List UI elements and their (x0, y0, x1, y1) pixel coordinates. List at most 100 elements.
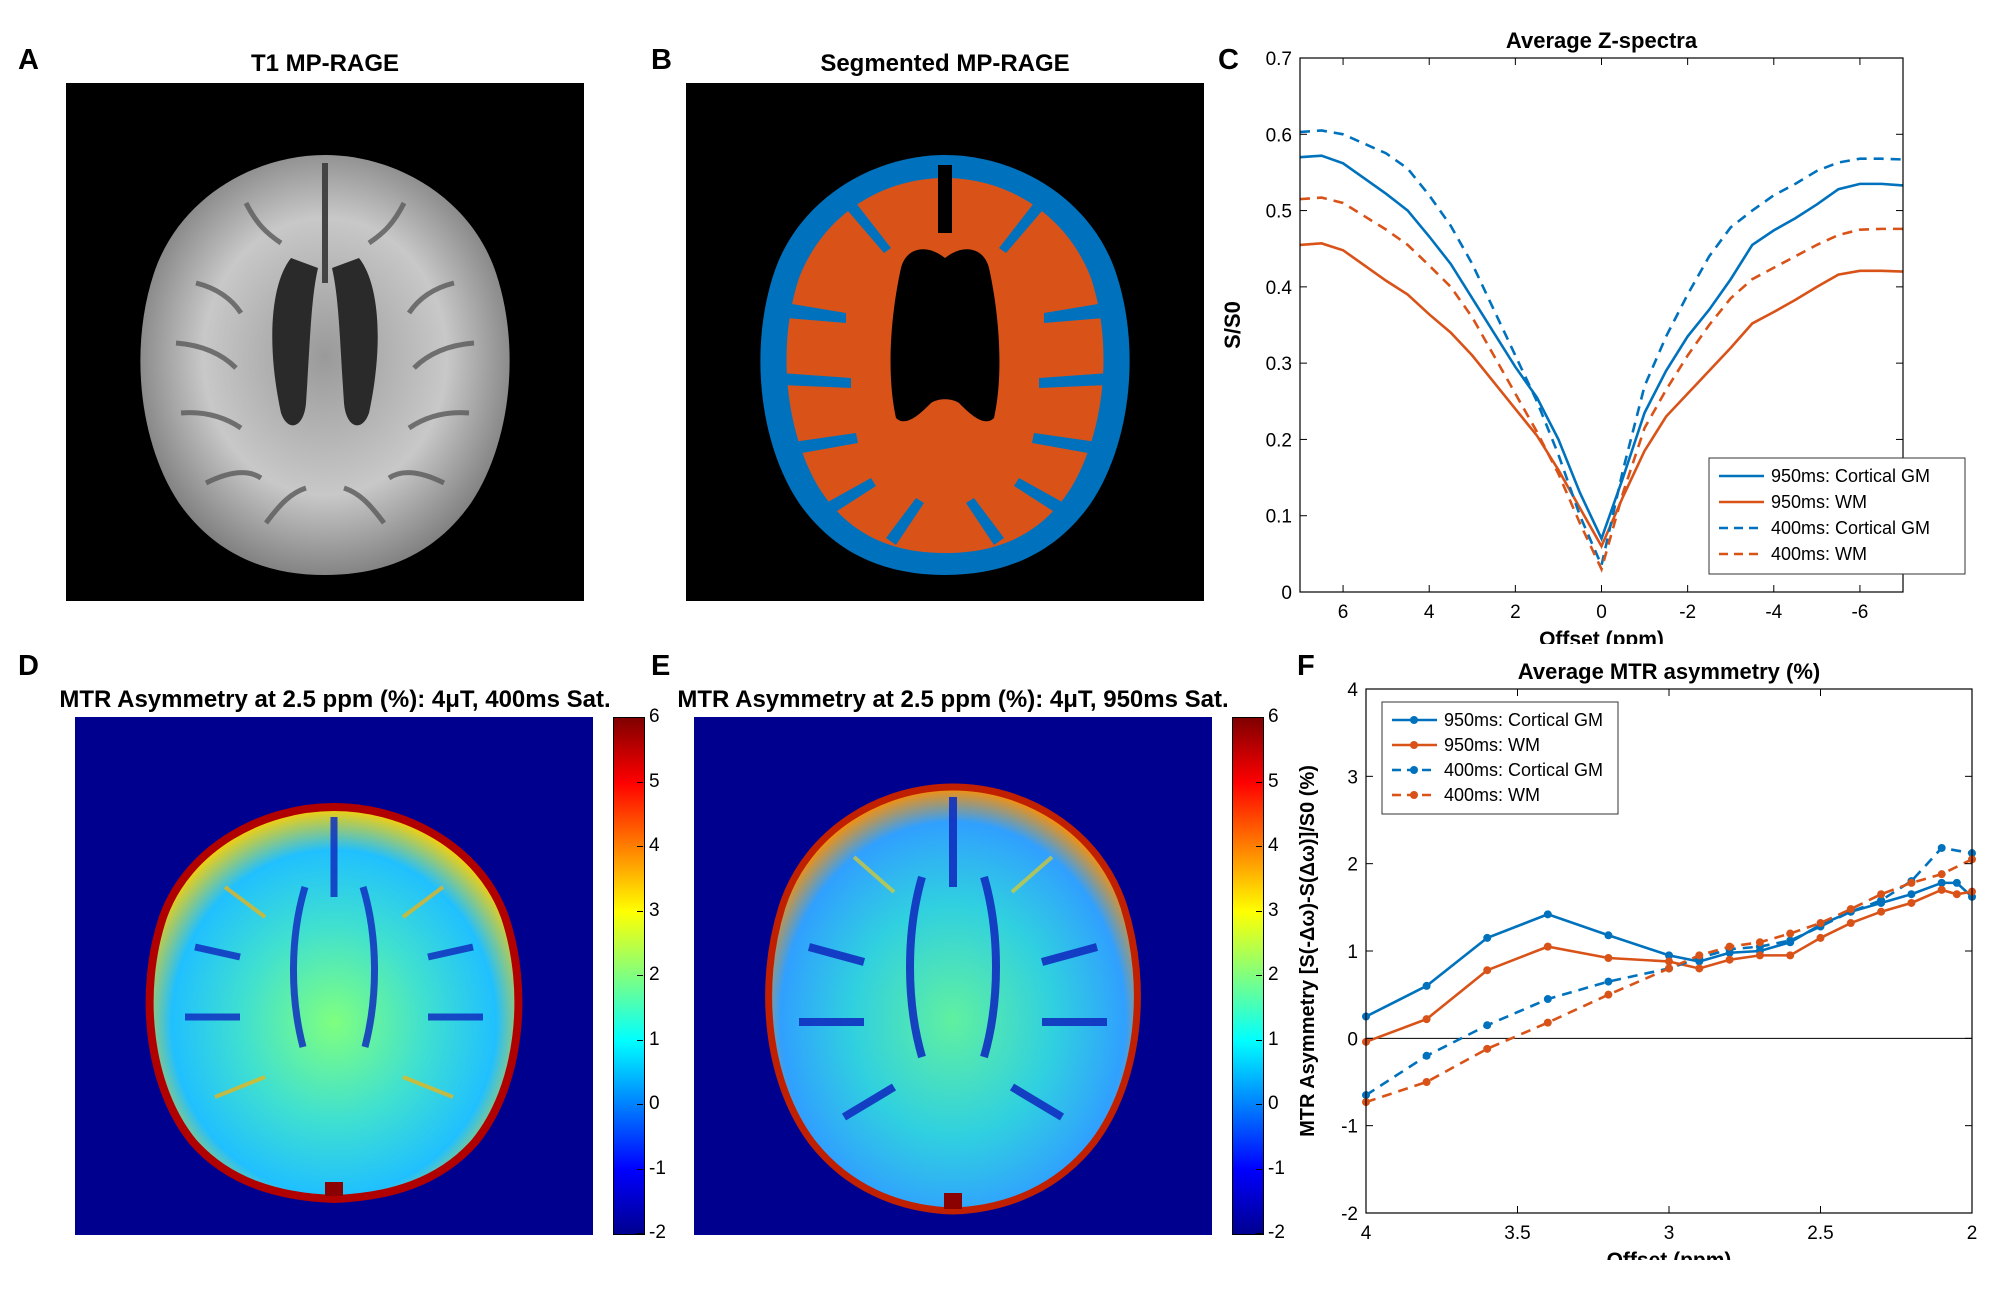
data-point (1543, 995, 1552, 1004)
colorbar-950ms-tick-label: 2 (1268, 964, 1279, 985)
data-point (1483, 1021, 1492, 1030)
colorbar-400ms-tick-label: 0 (649, 1093, 660, 1114)
x-tick-label: -2 (1679, 602, 1696, 623)
t1-mprage-image (66, 83, 584, 601)
data-point (1786, 951, 1795, 960)
data-point (1695, 951, 1704, 960)
legend-label: 400ms: Cortical GM (1444, 760, 1603, 780)
y-tick-label: 0.5 (1266, 202, 1292, 223)
data-point (1907, 890, 1916, 899)
colorbar-400ms-tick-label: -2 (649, 1222, 666, 1243)
data-point (1877, 896, 1886, 905)
x-tick-label: 6 (1338, 602, 1349, 623)
colorbar-950ms-tick-label: -2 (1268, 1222, 1285, 1243)
brain-grayscale-graphic (140, 155, 510, 575)
mtr-asymmetry-map-950ms (694, 717, 1212, 1235)
y-tick-label: 0.4 (1266, 278, 1293, 299)
x-axis-label: Offset (ppm) (1539, 628, 1664, 644)
brain-heatmap-graphic-400ms (145, 802, 523, 1204)
data-point (1422, 1078, 1431, 1086)
data-point (1483, 1044, 1492, 1053)
legend-label: 400ms: WM (1771, 544, 1867, 564)
series-line-2 (1365, 846, 1973, 1097)
y-tick-label: 0 (1347, 1029, 1358, 1050)
colorbar-950ms-tick-label: -1 (1268, 1157, 1285, 1179)
data-point (1543, 910, 1552, 919)
y-axis-label: S/S0 (1220, 301, 1245, 349)
x-tick-label: 4 (1361, 1223, 1372, 1244)
legend-label: 950ms: Cortical GM (1771, 466, 1930, 486)
colorbar-400ms-tick-mark (637, 1104, 643, 1105)
y-tick-label: 0.2 (1266, 430, 1292, 451)
data-point (1952, 890, 1961, 899)
x-tick-label: 0 (1596, 602, 1607, 623)
legend-marker (1410, 741, 1418, 749)
brain-heatmap-graphic-950ms (765, 783, 1141, 1215)
x-tick-label: -4 (1765, 602, 1782, 623)
data-point (1604, 953, 1613, 962)
data-point (1907, 898, 1916, 907)
colorbar-950ms-tick-label: 3 (1268, 899, 1279, 921)
data-point (1665, 964, 1673, 973)
y-tick-label: 0.7 (1266, 49, 1292, 70)
colorbar-400ms (613, 717, 645, 1235)
legend-marker (1410, 716, 1418, 724)
colorbar-950ms-tick-label: 6 (1268, 706, 1279, 727)
segmented-mprage-image (686, 83, 1204, 601)
data-point (1937, 843, 1946, 852)
colorbar-950ms-tick-label: 0 (1268, 1093, 1279, 1114)
data-point (1755, 938, 1764, 947)
panel-d-title: MTR Asymmetry at 2.5 ppm (%): 4μT, 400ms… (59, 686, 611, 713)
y-tick-label: 4 (1347, 680, 1358, 701)
x-tick-label: 2 (1967, 1223, 1978, 1244)
legend-label: 950ms: WM (1771, 492, 1867, 512)
legend-label: 950ms: WM (1444, 735, 1540, 755)
colorbar-400ms-tick-label: 1 (649, 1028, 660, 1050)
colorbar-950ms-tick-mark (1256, 1039, 1262, 1041)
data-point (1604, 931, 1613, 940)
x-axis-label: Offset (ppm) (1607, 1249, 1732, 1260)
colorbar-950ms-tick-label: 1 (1268, 1028, 1279, 1050)
colorbar-400ms-tick-label: 5 (649, 770, 660, 792)
data-point (1937, 878, 1946, 887)
chart-title: Average Z-spectra (1506, 28, 1698, 53)
colorbar-400ms-tick-mark (637, 846, 643, 847)
mtr-asymmetry-chart: Average MTR asymmetry (%) 4 3.5 3 2.5 2 -2 -1 0 1… (1297, 660, 1978, 1260)
y-tick-label: 0 (1281, 583, 1292, 604)
panel-f-letter: F (1297, 650, 1315, 682)
data-point (1725, 955, 1734, 964)
data-point (1937, 885, 1946, 894)
colorbar-950ms-tick-mark (1256, 781, 1262, 783)
colorbar-400ms-tick-mark (637, 975, 643, 976)
legend-label: 400ms: WM (1444, 785, 1540, 805)
panel-c-letter: C (1218, 44, 1239, 76)
colorbar-400ms-tick-mark (637, 781, 643, 783)
colorbar-400ms-tick-mark (637, 1039, 643, 1041)
data-point (1483, 966, 1492, 975)
colorbar-400ms-tick-mark (637, 1168, 643, 1170)
data-point (1422, 981, 1431, 990)
colorbar-400ms-tick-label: 6 (649, 706, 660, 727)
data-point (1786, 929, 1795, 938)
series-line-3 (1365, 858, 1973, 1104)
data-point (1755, 951, 1764, 960)
y-tick-label: 0.3 (1266, 354, 1292, 375)
data-point (1422, 1015, 1431, 1024)
data-point (1604, 990, 1613, 999)
colorbar-400ms-tick-label: 2 (649, 964, 660, 985)
data-point (1877, 907, 1886, 916)
panel-a-letter: A (18, 44, 39, 76)
x-tick-label: 3.5 (1504, 1223, 1530, 1244)
data-point (1952, 878, 1961, 887)
colorbar-950ms-tick-label: 4 (1268, 835, 1279, 856)
y-tick-label: 1 (1347, 942, 1358, 963)
y-tick-label: 0.1 (1266, 507, 1292, 528)
data-point (1665, 951, 1673, 960)
x-tick-label: 2 (1510, 602, 1521, 623)
data-point (1483, 933, 1492, 942)
colorbar-950ms-tick-mark (1256, 1168, 1262, 1170)
data-point (1422, 1051, 1431, 1060)
data-point (1695, 964, 1704, 973)
colorbar-950ms-tick-mark (1256, 846, 1262, 847)
colorbar-950ms-tick-mark (1256, 910, 1262, 912)
